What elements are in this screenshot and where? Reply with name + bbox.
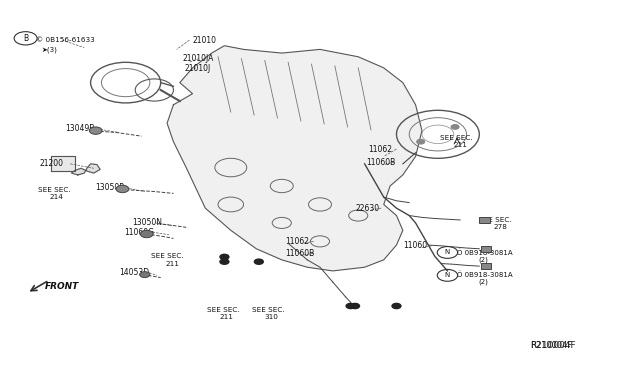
Text: 21010JA: 21010JA: [183, 54, 214, 63]
Text: 214: 214: [49, 194, 63, 200]
Text: 310: 310: [264, 314, 278, 320]
Circle shape: [90, 127, 102, 134]
Text: 21010J: 21010J: [185, 64, 211, 73]
Text: 211: 211: [166, 260, 180, 266]
Circle shape: [451, 125, 459, 129]
Circle shape: [220, 259, 229, 264]
Text: 11062: 11062: [285, 237, 309, 246]
Text: 21200: 21200: [40, 159, 63, 169]
FancyBboxPatch shape: [481, 246, 491, 252]
Text: SEE SEC.: SEE SEC.: [38, 187, 70, 193]
Polygon shape: [51, 157, 75, 171]
Text: ➤(3): ➤(3): [41, 47, 57, 53]
Text: 211: 211: [454, 142, 468, 148]
Text: N: N: [445, 250, 450, 256]
Text: SEE SEC.: SEE SEC.: [207, 307, 239, 313]
Circle shape: [392, 304, 401, 309]
Text: (2): (2): [478, 279, 488, 285]
Text: 11060B: 11060B: [285, 249, 314, 258]
Circle shape: [351, 304, 360, 309]
Circle shape: [417, 140, 424, 144]
Text: 278: 278: [494, 224, 508, 230]
Circle shape: [254, 259, 263, 264]
Text: 11060G: 11060G: [124, 228, 154, 237]
Text: SEE SEC.: SEE SEC.: [151, 253, 184, 259]
Text: 211: 211: [220, 314, 234, 320]
Polygon shape: [72, 164, 100, 175]
Circle shape: [140, 272, 150, 278]
Text: 22630: 22630: [355, 203, 379, 213]
Circle shape: [140, 230, 153, 238]
Text: 14053D: 14053D: [119, 268, 149, 277]
Text: SEE SEC.: SEE SEC.: [440, 135, 472, 141]
Circle shape: [220, 254, 229, 260]
Text: B: B: [23, 34, 28, 43]
Text: SEE SEC.: SEE SEC.: [479, 217, 512, 223]
Text: 13050N: 13050N: [132, 218, 162, 227]
Circle shape: [346, 304, 355, 309]
FancyBboxPatch shape: [479, 217, 490, 223]
Text: 13049B: 13049B: [65, 124, 95, 133]
Text: R210004F: R210004F: [531, 341, 576, 350]
Circle shape: [116, 185, 129, 193]
FancyBboxPatch shape: [481, 263, 491, 269]
Text: N: N: [445, 272, 450, 278]
Text: 11060: 11060: [403, 241, 427, 250]
Text: 21010: 21010: [193, 36, 216, 45]
Text: Ô 0B918-3081A: Ô 0B918-3081A: [457, 249, 513, 256]
Text: R210004F: R210004F: [531, 341, 573, 350]
Text: (2): (2): [478, 257, 488, 263]
Text: 11060B: 11060B: [366, 157, 395, 167]
Text: © 0B156-61633: © 0B156-61633: [36, 37, 95, 43]
Text: SEE SEC.: SEE SEC.: [252, 307, 284, 313]
Text: FRONT: FRONT: [45, 282, 79, 291]
Polygon shape: [167, 46, 422, 271]
Text: 13050P: 13050P: [96, 183, 125, 192]
Text: 11062: 11062: [368, 145, 392, 154]
Text: Ô 0B918-3081A: Ô 0B918-3081A: [457, 271, 513, 278]
